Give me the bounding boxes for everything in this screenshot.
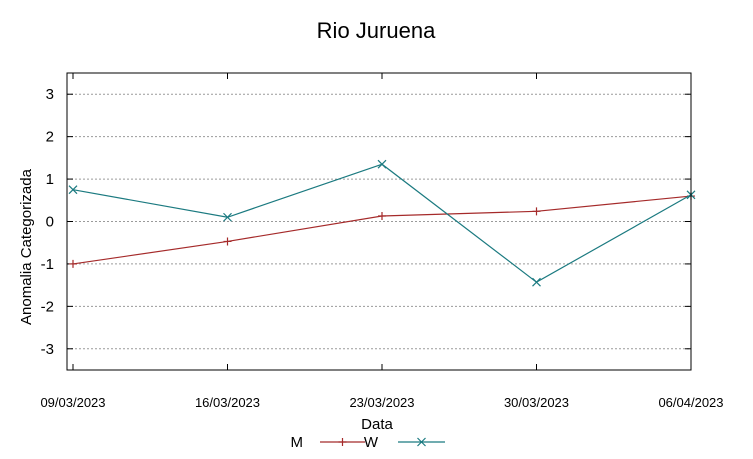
y-axis-ticks: -3 -2 -1 0 1 2 3 [41,86,691,358]
series-w [68,159,696,287]
x-axis-label: Data [361,416,393,433]
y-axis-label: Anomalia Categorizada [18,168,35,325]
data-point-w [223,212,232,222]
legend-label-m: M [291,434,304,451]
x-tick-label: 23/03/2023 [349,395,414,410]
data-point-m [69,259,77,268]
x-axis-ticks: 09/03/2023 16/03/2023 23/03/2023 30/03/2023… [40,73,724,410]
y-tick-label: -2 [41,298,54,315]
gridlines [67,93,691,350]
legend-marker-m [338,438,347,446]
data-point-m [223,237,232,246]
data-point-m [532,207,541,216]
x-tick-label: 06/04/2023 [658,395,723,410]
legend-marker-w [417,437,426,447]
y-tick-label: 3 [46,86,54,103]
data-point-w [377,159,387,169]
data-point-w [532,277,541,287]
legend-label-w: W [364,434,379,451]
series-m [69,192,695,268]
data-point-w [68,185,78,195]
data-point-m [378,211,386,220]
y-tick-label: -1 [41,256,54,273]
y-tick-label: 0 [46,214,54,231]
x-tick-label: 16/03/2023 [195,395,260,410]
plot-area-frame [66,72,692,371]
x-tick-label: 30/03/2023 [504,395,569,410]
chart-title: Rio Juruena [317,18,436,43]
series-line-w [72,163,692,283]
y-tick-label: 1 [46,171,54,188]
y-tick-label: 2 [46,129,54,146]
x-tick-label: 09/03/2023 [40,395,105,410]
series-lines [68,159,696,287]
y-tick-label: -3 [41,341,54,358]
